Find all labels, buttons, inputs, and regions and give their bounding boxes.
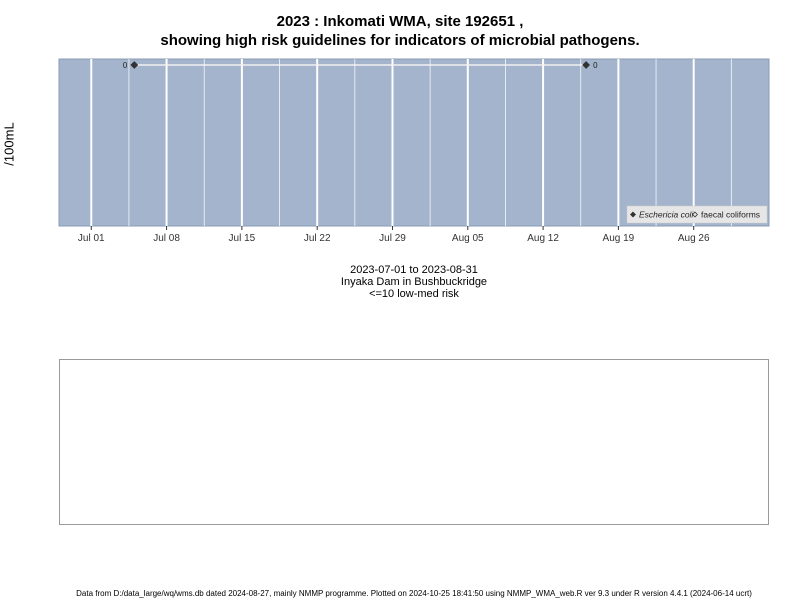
legend-label: faecal coliforms [701,210,760,220]
data-label: 0 [593,61,598,70]
gridlines [90,59,732,226]
footer-note: Data from D:/data_large/wq/wms.db dated … [76,589,752,598]
legend: Eschericia coli faecal coliforms [626,205,768,224]
x-tick-label: Aug 05 [452,233,484,244]
legend-marker [692,211,698,218]
x-tick-label: Jul 08 [153,233,180,244]
x-tick-label: Aug 12 [527,233,559,244]
x-tick-label: Jul 15 [229,233,256,244]
x-tick-label: Jul 01 [78,233,105,244]
data-point [582,61,591,69]
x-axis: Jul 01 Jul 08 Jul 15 Jul 22 Jul 29 Aug 05 Aug … [78,226,710,244]
legend-label: Eschericia coli [639,210,694,220]
data-point [130,61,139,69]
data-label: 0 [123,61,128,70]
legend-marker [630,211,636,218]
chart-title: 2023 : Inkomati WMA, site 192651 , showi… [0,12,800,50]
chart-title-line-2: showing high risk guidelines for indicat… [160,32,640,49]
x-tick-label: Jul 22 [304,233,331,244]
caption-risk-note: <=10 low-med risk [369,288,459,300]
x-tick-label: Aug 19 [603,233,635,244]
plot-panel [58,58,770,227]
chart-caption: 2023-07-01 to 2023-08-31 Inyaka Dam in B… [0,264,800,300]
x-tick-label: Jul 29 [379,233,406,244]
chart-title-line-1: 2023 : Inkomati WMA, site 192651 , [276,13,524,30]
x-tick-label: Aug 26 [678,233,710,244]
caption-location: Inyaka Dam in Bushbuckridge [340,276,488,288]
caption-date-range: 2023-07-01 to 2023-08-31 [350,264,478,276]
empty-plot-panel [59,359,769,525]
